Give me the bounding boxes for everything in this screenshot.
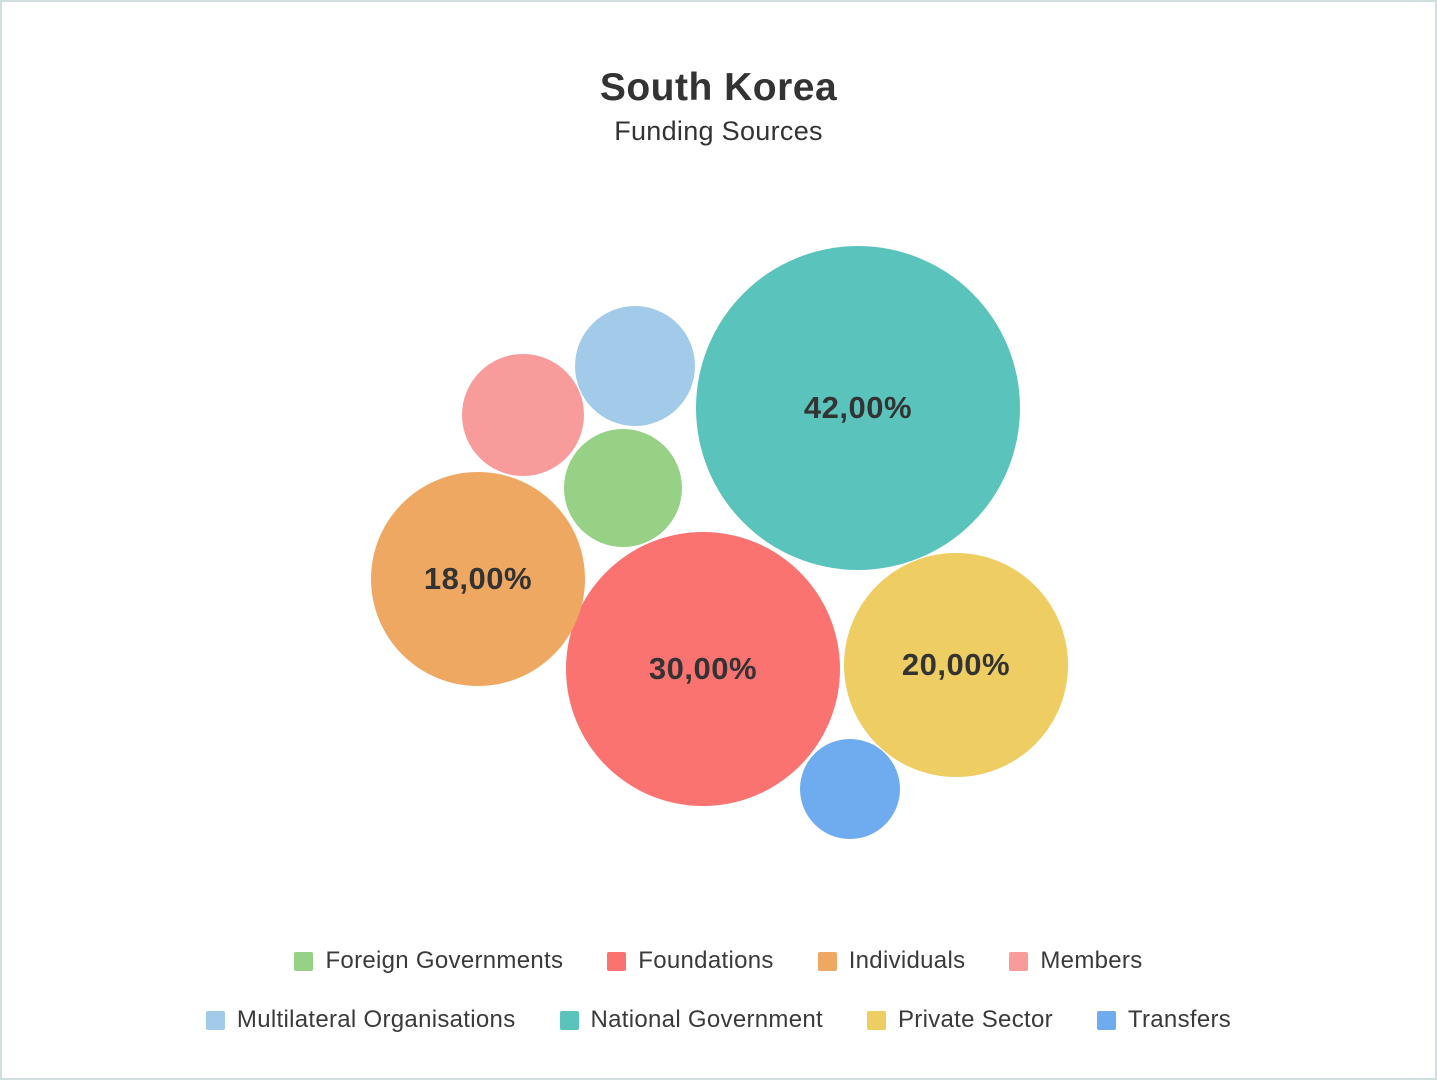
legend-swatch-private-sector: [866, 1010, 886, 1030]
legend-item-foundations[interactable]: Foundations: [607, 947, 773, 975]
legend-swatch-multilateral-organisations: [205, 1010, 225, 1030]
chart-subtitle: Funding Sources: [614, 116, 823, 146]
legend-row-2: Multilateral Organisations National Gover…: [2, 1006, 1435, 1034]
legend-swatch-foundations: [607, 951, 627, 971]
bubble-value-label: 20,00%: [901, 647, 1011, 682]
bubble-multilateral-organisations[interactable]: [575, 306, 695, 426]
legend-item-transfers[interactable]: Transfers: [1096, 1006, 1232, 1034]
chart-title: South Korea: [599, 66, 838, 109]
bubble-value-label: 18,00%: [423, 561, 533, 596]
legend-item-private-sector[interactable]: Private Sector: [866, 1006, 1053, 1034]
legend-label: Multilateral Organisations: [236, 1006, 516, 1033]
bubble-private-sector[interactable]: 20,00%: [844, 553, 1068, 777]
legend-swatch-individuals: [817, 951, 837, 971]
legend-swatch-members: [1009, 951, 1029, 971]
legend-swatch-foreign-governments: [294, 951, 314, 971]
bubble-members[interactable]: [462, 354, 584, 476]
legend-item-national-government[interactable]: National Government: [559, 1006, 823, 1034]
bubble-individuals[interactable]: 18,00%: [371, 472, 585, 686]
legend-item-foreign-governments[interactable]: Foreign Governments: [294, 947, 563, 975]
bubble-value-label: 42,00%: [803, 390, 913, 425]
legend: Foreign Governments Foundations Individual…: [2, 947, 1435, 1034]
bubble-foundations[interactable]: 30,00%: [566, 532, 840, 806]
legend-swatch-transfers: [1096, 1010, 1116, 1030]
bubble-national-government[interactable]: 42,00%: [696, 246, 1020, 570]
legend-label: Members: [1040, 947, 1143, 974]
legend-label: Transfers: [1127, 1006, 1232, 1033]
legend-label: Private Sector: [897, 1006, 1053, 1033]
legend-label: Foreign Governments: [325, 947, 564, 974]
legend-item-multilateral-organisations[interactable]: Multilateral Organisations: [205, 1006, 516, 1034]
legend-label: Foundations: [638, 947, 774, 974]
legend-row-1: Foreign Governments Foundations Individual…: [2, 947, 1435, 975]
legend-item-members[interactable]: Members: [1009, 947, 1142, 975]
chart-header: South Korea Funding Sources: [2, 66, 1435, 147]
bubble-value-label: 30,00%: [648, 651, 758, 686]
legend-swatch-national-government: [559, 1010, 579, 1030]
legend-item-individuals[interactable]: Individuals: [817, 947, 966, 975]
legend-label: Individuals: [848, 947, 966, 974]
legend-label: National Government: [590, 1006, 823, 1033]
bubble-transfers[interactable]: [800, 739, 900, 839]
bubble-foreign-governments[interactable]: [564, 429, 682, 547]
